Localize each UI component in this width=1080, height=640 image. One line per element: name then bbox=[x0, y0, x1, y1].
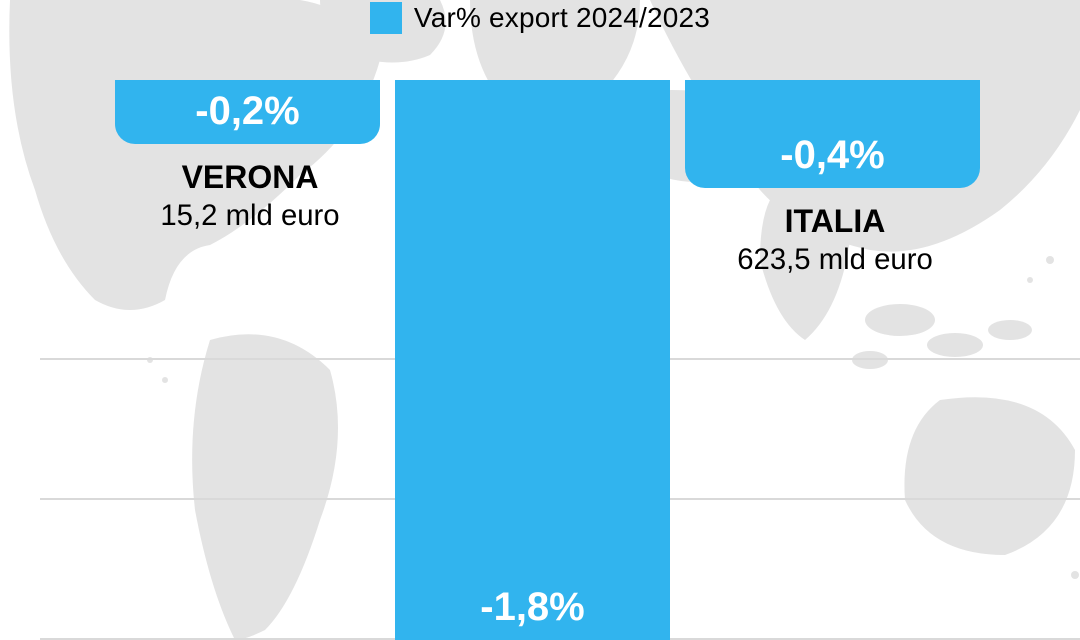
bar-verona: -0,2% bbox=[115, 80, 380, 144]
info-value-verona: 15,2 mld euro bbox=[110, 198, 390, 235]
info-verona: VERONA15,2 mld euro bbox=[110, 158, 390, 235]
legend: Var% export 2024/2023 bbox=[0, 2, 1080, 34]
info-name-italia: ITALIA bbox=[685, 202, 985, 242]
bar-italia: -0,4% bbox=[685, 80, 980, 188]
bar-veneto_or_middle: -1,8% bbox=[395, 80, 670, 640]
bar-pct-verona: -0,2% bbox=[115, 89, 380, 134]
bar-pct-veneto_or_middle: -1,8% bbox=[395, 585, 670, 630]
info-value-italia: 623,5 mld euro bbox=[685, 242, 985, 279]
info-italia: ITALIA623,5 mld euro bbox=[685, 202, 985, 279]
legend-label: Var% export 2024/2023 bbox=[414, 2, 710, 34]
info-name-verona: VERONA bbox=[110, 158, 390, 198]
bar-pct-italia: -0,4% bbox=[685, 133, 980, 178]
chart-stage: Var% export 2024/2023 -0,2% VERONA15,2 ml… bbox=[0, 0, 1080, 640]
legend-swatch bbox=[370, 2, 402, 34]
